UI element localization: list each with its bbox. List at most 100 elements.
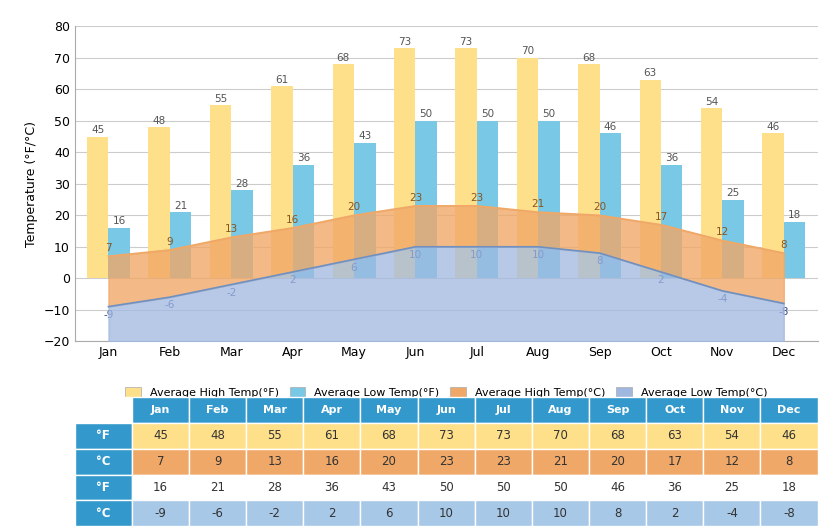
Text: 8: 8 [596, 256, 603, 266]
Text: 73: 73 [398, 37, 412, 47]
Text: -8: -8 [783, 507, 795, 520]
Text: -9: -9 [154, 507, 166, 520]
Text: 21: 21 [174, 200, 188, 211]
Text: -8: -8 [779, 307, 789, 316]
Text: 10: 10 [409, 250, 422, 260]
Bar [271, 86, 293, 278]
Bar [394, 49, 416, 278]
Text: 68: 68 [382, 429, 397, 442]
Text: 10: 10 [496, 507, 510, 520]
Text: Jun: Jun [437, 405, 456, 415]
Bar [599, 133, 621, 278]
Text: 36: 36 [325, 481, 339, 494]
Text: 28: 28 [267, 481, 282, 494]
Text: 25: 25 [725, 481, 740, 494]
Text: 2: 2 [328, 507, 335, 520]
Text: 23: 23 [496, 455, 510, 468]
Text: 73: 73 [496, 429, 510, 442]
Text: Aug: Aug [549, 405, 573, 415]
Text: 12: 12 [725, 455, 740, 468]
Text: Jan: Jan [151, 405, 170, 415]
Text: 8: 8 [785, 455, 793, 468]
Text: 18: 18 [782, 481, 797, 494]
Bar [293, 165, 314, 278]
Bar [170, 212, 192, 278]
Text: 36: 36 [667, 481, 682, 494]
Text: 20: 20 [593, 202, 606, 212]
Text: 8: 8 [780, 240, 787, 250]
Text: -4: -4 [717, 294, 728, 304]
Text: -4: -4 [726, 507, 738, 520]
Bar [538, 121, 559, 278]
Text: 43: 43 [359, 131, 371, 141]
Bar [476, 121, 498, 278]
Text: 9: 9 [167, 237, 173, 247]
Text: 23: 23 [471, 193, 483, 203]
Text: °F: °F [96, 429, 110, 442]
Text: Oct: Oct [664, 405, 686, 415]
Text: 68: 68 [610, 429, 625, 442]
Text: 54: 54 [705, 97, 718, 107]
Text: 16: 16 [153, 481, 168, 494]
Text: 16: 16 [325, 455, 339, 468]
Text: 46: 46 [610, 481, 625, 494]
Text: -2: -2 [269, 507, 281, 520]
Text: 73: 73 [439, 429, 453, 442]
Text: 50: 50 [496, 481, 510, 494]
Text: 50: 50 [553, 481, 568, 494]
Bar [87, 136, 109, 278]
Text: 10: 10 [553, 507, 568, 520]
Text: 50: 50 [481, 110, 494, 120]
Bar [784, 222, 805, 278]
Text: 70: 70 [521, 47, 534, 57]
Text: °F: °F [96, 481, 110, 494]
Text: 20: 20 [382, 455, 397, 468]
Text: May: May [376, 405, 402, 415]
Text: 68: 68 [582, 53, 595, 62]
Text: 7: 7 [105, 243, 112, 253]
Bar [354, 143, 375, 278]
Bar [722, 199, 744, 278]
Text: 12: 12 [715, 227, 729, 238]
Text: 48: 48 [153, 116, 166, 125]
Text: 6: 6 [385, 507, 393, 520]
Text: 7: 7 [157, 455, 164, 468]
Bar [639, 80, 661, 278]
Text: 46: 46 [766, 122, 779, 132]
Text: 21: 21 [531, 199, 544, 209]
Text: 20: 20 [348, 202, 360, 212]
Text: 63: 63 [667, 429, 682, 442]
Text: 8: 8 [614, 507, 621, 520]
Text: 46: 46 [782, 429, 797, 442]
Text: 68: 68 [337, 53, 350, 62]
Text: Jul: Jul [496, 405, 511, 415]
Bar [109, 228, 130, 278]
Text: 50: 50 [420, 110, 432, 120]
Text: 55: 55 [214, 94, 227, 104]
Y-axis label: Temperature (°F/°C): Temperature (°F/°C) [25, 121, 38, 247]
Text: 55: 55 [267, 429, 282, 442]
Text: °C: °C [96, 507, 110, 520]
Text: 10: 10 [532, 250, 544, 260]
Text: 54: 54 [725, 429, 740, 442]
Text: 13: 13 [267, 455, 282, 468]
Text: -6: -6 [164, 300, 175, 311]
Text: 25: 25 [726, 188, 740, 198]
Text: 48: 48 [210, 429, 225, 442]
Text: 10: 10 [439, 507, 453, 520]
Text: Dec: Dec [777, 405, 801, 415]
Text: -9: -9 [103, 310, 114, 320]
Text: 13: 13 [225, 224, 238, 234]
Bar [661, 165, 682, 278]
Text: 50: 50 [439, 481, 453, 494]
Bar [210, 105, 232, 278]
Text: 17: 17 [654, 212, 667, 222]
Text: Apr: Apr [321, 405, 343, 415]
Text: 2: 2 [290, 275, 296, 285]
Text: Sep: Sep [606, 405, 629, 415]
Bar [456, 49, 476, 278]
Text: 45: 45 [91, 125, 105, 135]
Text: 61: 61 [276, 75, 289, 85]
Text: 16: 16 [113, 216, 126, 226]
Bar [517, 58, 538, 278]
